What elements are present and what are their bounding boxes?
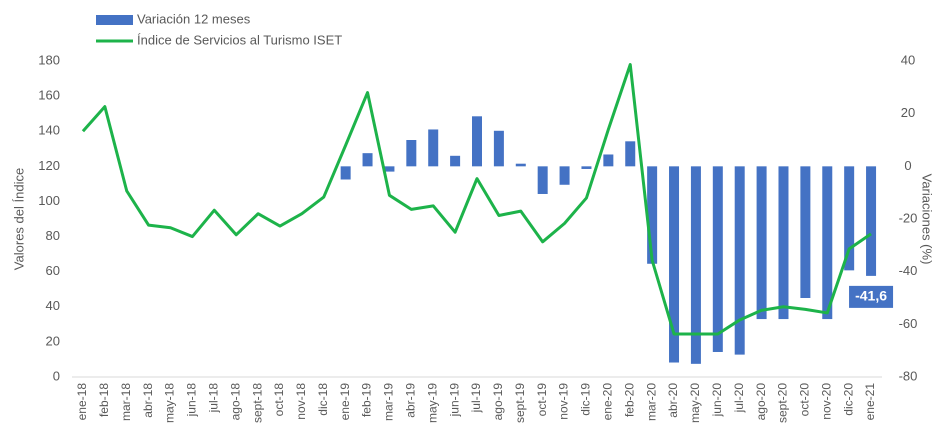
x-tick-label: ene-18 bbox=[75, 383, 89, 421]
bar bbox=[669, 166, 680, 363]
y-tick-label: 100 bbox=[38, 193, 60, 208]
bar bbox=[756, 166, 767, 320]
y2-axis-title: Variaciones (%) bbox=[920, 174, 935, 265]
bar bbox=[472, 116, 482, 167]
y-tick-label: 0 bbox=[53, 368, 60, 383]
value-label-box bbox=[849, 285, 894, 308]
bar bbox=[493, 130, 504, 167]
bar bbox=[647, 166, 658, 264]
bar bbox=[603, 154, 614, 167]
legend-swatch bbox=[96, 15, 133, 25]
bar bbox=[537, 166, 548, 194]
y2-tick-label: 40 bbox=[901, 52, 915, 67]
y-tick-label: 140 bbox=[38, 123, 60, 138]
x-tick-label: oct-20 bbox=[798, 383, 812, 417]
x-tick-label: jun-20 bbox=[710, 383, 724, 418]
x-tick-label: feb-20 bbox=[622, 383, 636, 417]
x-tick-label: jun-18 bbox=[185, 383, 199, 418]
bar bbox=[866, 166, 877, 276]
x-tick-label: abr-18 bbox=[141, 383, 155, 418]
x-tick-label: mar-18 bbox=[119, 383, 133, 421]
bar bbox=[559, 166, 570, 185]
x-tick-label: ago-18 bbox=[228, 383, 242, 421]
bar bbox=[340, 166, 351, 180]
y2-tick-label: -60 bbox=[899, 316, 918, 331]
bar bbox=[515, 163, 526, 167]
bar bbox=[778, 166, 789, 320]
bar bbox=[712, 166, 723, 352]
bar bbox=[450, 155, 461, 167]
x-tick-label: jul-20 bbox=[732, 383, 746, 414]
x-tick-label: ene-20 bbox=[601, 383, 615, 421]
line bbox=[81, 63, 872, 336]
x-tick-label: oct-18 bbox=[272, 383, 286, 417]
x-tick-label: nov-18 bbox=[294, 383, 308, 420]
y2-tick-label: 0 bbox=[904, 158, 911, 173]
y2-tick-label: 20 bbox=[901, 105, 915, 120]
bar bbox=[581, 166, 592, 169]
y-tick-label: 120 bbox=[38, 158, 60, 173]
legend-label: Variación 12 meses bbox=[137, 11, 251, 26]
x-tick-label: ene-21 bbox=[863, 383, 877, 421]
bar bbox=[734, 166, 745, 355]
x-tick-label: sept-19 bbox=[513, 383, 527, 423]
x-tick-label: dic-20 bbox=[841, 383, 855, 416]
bar bbox=[690, 166, 701, 364]
x-tick-label: ago-20 bbox=[754, 383, 768, 421]
y-tick-label: 20 bbox=[46, 333, 60, 348]
bar bbox=[625, 141, 636, 167]
y-axis-title: Valores del Índice bbox=[11, 168, 26, 270]
x-tick-label: sept-18 bbox=[250, 383, 264, 423]
x-tick-label: feb-19 bbox=[360, 383, 374, 417]
y-tick-label: 80 bbox=[46, 228, 60, 243]
value-label: -41,6 bbox=[855, 288, 887, 304]
y2-tick-label: -40 bbox=[899, 263, 918, 278]
y2-tick-label: -80 bbox=[899, 368, 918, 383]
y-tick-label: 60 bbox=[46, 263, 60, 278]
x-tick-label: nov-19 bbox=[557, 383, 571, 420]
bar bbox=[406, 140, 417, 167]
y-tick-label: 180 bbox=[38, 52, 60, 67]
x-tick-label: feb-18 bbox=[97, 383, 111, 417]
x-tick-label: jul-18 bbox=[206, 383, 220, 414]
x-tick-label: abr-20 bbox=[666, 383, 680, 418]
bar bbox=[822, 166, 833, 320]
x-tick-label: ago-19 bbox=[491, 383, 505, 421]
x-tick-label: nov-20 bbox=[819, 383, 833, 420]
x-tick-label: mar-19 bbox=[382, 383, 396, 421]
y-tick-label: 40 bbox=[46, 298, 60, 313]
x-tick-label: may-18 bbox=[163, 383, 177, 423]
y-tick-label: 160 bbox=[38, 88, 60, 103]
x-tick-label: mar-20 bbox=[644, 383, 658, 421]
x-tick-label: dic-18 bbox=[316, 383, 330, 416]
bar bbox=[844, 166, 855, 271]
x-tick-label: oct-19 bbox=[535, 383, 549, 417]
bar bbox=[800, 166, 811, 298]
bar bbox=[428, 129, 439, 167]
x-tick-label: abr-19 bbox=[403, 383, 417, 418]
bar bbox=[362, 153, 373, 167]
x-tick-label: may-19 bbox=[425, 383, 439, 423]
x-tick-label: dic-19 bbox=[579, 383, 593, 416]
bar bbox=[384, 166, 395, 172]
x-tick-label: sept-20 bbox=[776, 383, 790, 423]
legend-label: Índice de Servicios al Turismo ISET bbox=[137, 32, 342, 47]
x-tick-label: ene-19 bbox=[338, 383, 352, 421]
x-tick-label: jun-19 bbox=[447, 383, 461, 418]
x-tick-label: may-20 bbox=[688, 383, 702, 423]
y2-tick-label: -20 bbox=[899, 210, 918, 225]
x-tick-label: jul-19 bbox=[469, 383, 483, 414]
